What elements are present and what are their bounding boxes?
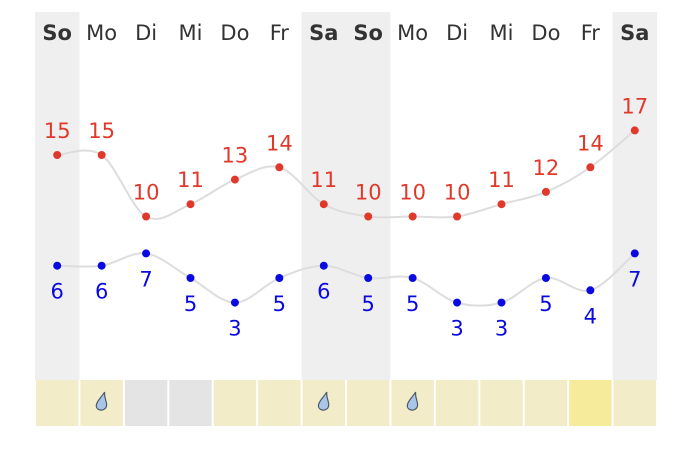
- condition-cell: [569, 380, 612, 426]
- condition-cell: [213, 380, 257, 426]
- temperature-dot: [53, 151, 62, 159]
- temperature-label: 6: [95, 280, 108, 304]
- day-label: Fr: [270, 21, 290, 45]
- temperature-dot: [541, 274, 550, 282]
- temperature-label: 5: [273, 292, 286, 316]
- temperature-label: 4: [584, 304, 597, 328]
- condition-cell: [435, 380, 479, 426]
- temperature-dot: [364, 274, 373, 282]
- temperature-label: 3: [450, 317, 463, 341]
- temperature-dot: [186, 274, 195, 282]
- weekend-band: [301, 12, 346, 380]
- temperature-dot: [630, 249, 639, 258]
- temperature-dot: [142, 212, 151, 221]
- weekend-band: [612, 12, 657, 380]
- temperature-dot: [630, 126, 639, 135]
- day-label: Mo: [397, 21, 428, 45]
- temperature-label: 10: [399, 181, 426, 205]
- day-label: So: [42, 21, 72, 45]
- temperature-dot: [97, 261, 106, 270]
- temperature-dot: [97, 151, 106, 159]
- temperature-label: 6: [317, 280, 330, 304]
- rain-icon: [95, 391, 108, 411]
- temperature-label: 7: [628, 267, 641, 291]
- day-label: Mi: [179, 21, 203, 45]
- temperature-label: 15: [44, 119, 71, 143]
- temperature-dot: [453, 298, 462, 307]
- temperature-dot: [230, 175, 239, 184]
- temperature-dot: [586, 163, 595, 172]
- temperature-label: 11: [310, 168, 337, 192]
- day-label: Di: [135, 21, 157, 45]
- temperature-label: 12: [533, 156, 560, 180]
- temperature-label: 10: [444, 181, 471, 205]
- temperature-dot: [453, 212, 462, 221]
- day-label: Sa: [309, 21, 338, 45]
- temperature-label: 3: [228, 317, 241, 341]
- temperature-dot: [497, 298, 506, 307]
- day-label: Di: [446, 21, 468, 45]
- temperature-dot: [408, 274, 417, 282]
- day-label: Mi: [490, 21, 514, 45]
- temperature-dot: [586, 286, 595, 295]
- temperature-dot: [275, 163, 284, 172]
- temperature-label: 14: [266, 131, 293, 155]
- day-label: Fr: [581, 21, 601, 45]
- temperature-dot: [142, 249, 151, 258]
- temperature-dot: [275, 274, 284, 282]
- temperature-label: 17: [621, 94, 648, 118]
- temperature-label: 5: [539, 292, 552, 316]
- day-label: Sa: [620, 21, 649, 45]
- condition-cell: [347, 380, 390, 426]
- weekend-band: [346, 12, 391, 380]
- temperature-dot: [497, 200, 506, 209]
- temperature-dot: [319, 261, 328, 270]
- temperature-label: 5: [406, 292, 419, 316]
- condition-cell: [124, 380, 168, 426]
- temperature-label: 11: [488, 168, 515, 192]
- temperature-label: 5: [362, 292, 375, 316]
- condition-cell: [169, 380, 212, 426]
- condition-cell: [258, 380, 301, 426]
- rain-icon: [317, 391, 330, 411]
- temperature-dot: [53, 261, 62, 270]
- condition-cell: [480, 380, 523, 426]
- temperature-label: 10: [133, 181, 160, 205]
- temperature-label: 6: [51, 280, 64, 304]
- temperature-label: 13: [222, 144, 249, 168]
- temperature-dot: [408, 212, 417, 221]
- day-label: Mo: [86, 21, 117, 45]
- rain-icon: [406, 391, 419, 411]
- temperature-label: 7: [139, 267, 152, 291]
- temperature-label: 3: [495, 317, 508, 341]
- temperature-label: 14: [577, 131, 604, 155]
- condition-cell: [36, 380, 79, 426]
- temperature-dot: [186, 200, 195, 209]
- temperature-dot: [230, 298, 239, 307]
- temperature-label: 11: [177, 168, 204, 192]
- temperature-dot: [319, 200, 328, 209]
- day-label: Do: [531, 21, 560, 45]
- temperature-label: 15: [88, 119, 115, 143]
- day-label: So: [353, 21, 383, 45]
- day-label: Do: [220, 21, 249, 45]
- temperature-dot: [364, 212, 373, 221]
- weekend-band: [35, 12, 80, 380]
- condition-cell: [613, 380, 656, 426]
- temperature-label: 5: [184, 292, 197, 316]
- condition-cell: [524, 380, 568, 426]
- temperature-label: 10: [355, 181, 382, 205]
- temperature-dot: [541, 187, 550, 196]
